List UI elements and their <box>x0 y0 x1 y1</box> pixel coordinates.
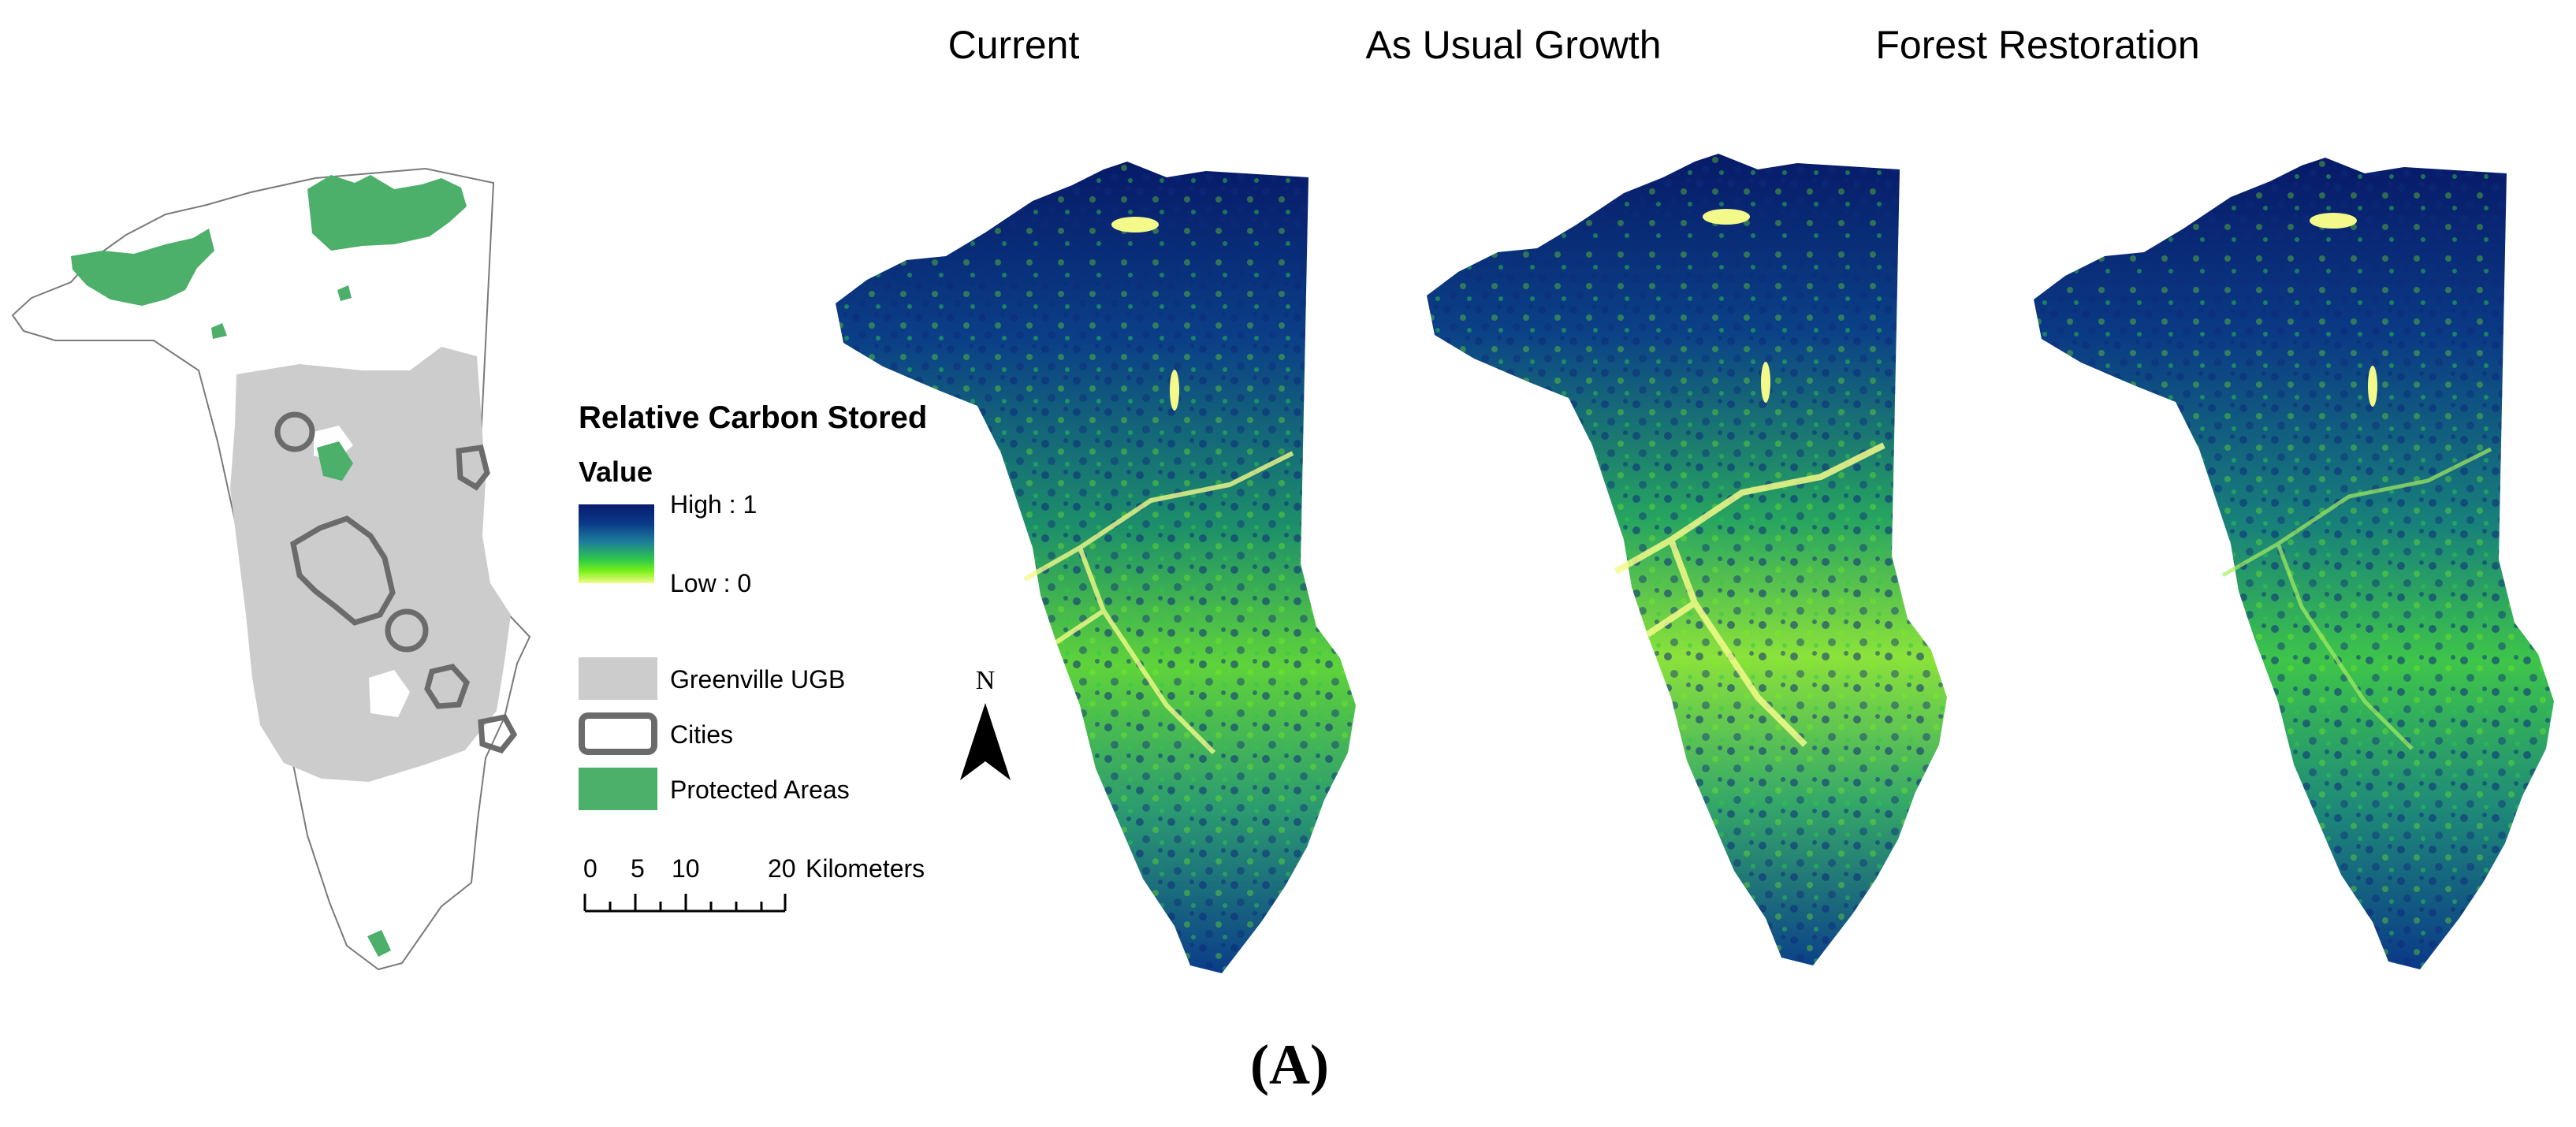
legend-heading: Relative Carbon Stored <box>579 400 928 435</box>
legend-swatch-protected-areas <box>579 768 657 810</box>
city-boundaries <box>274 411 518 754</box>
reference-map <box>11 167 531 971</box>
legend-low-label: Low : 0 <box>670 569 752 597</box>
legend-label-protected-areas: Protected Areas <box>670 776 850 804</box>
figure-caption: (A) <box>1250 1033 1329 1096</box>
value-color-ramp <box>579 504 654 583</box>
legend-label-cities: Cities <box>670 720 734 749</box>
scale-tick-label: 5 <box>631 854 645 883</box>
panel-title-current: Current <box>947 23 1080 67</box>
panel-title-forest-restoration: Forest Restoration <box>1875 23 2200 67</box>
scale-bar <box>583 894 787 913</box>
scale-tick-label: 10 <box>672 854 700 883</box>
legend-swatch-greenville-ugb <box>579 657 657 700</box>
scale-tick-label: 20 <box>768 854 796 883</box>
panel-title-as-usual-growth: As Usual Growth <box>1365 23 1662 67</box>
ugb-hole <box>369 670 410 717</box>
legend-subheading: Value <box>579 456 653 488</box>
scale-unit-label: Kilometers <box>806 854 925 883</box>
carbon-map-as-usual-growth <box>1427 154 1947 965</box>
legend-high-label: High : 1 <box>670 490 758 519</box>
greenville-ugb <box>230 347 511 782</box>
legend-label-greenville-ugb: Greenville UGB <box>670 665 846 694</box>
legend-swatch-cities <box>579 712 657 755</box>
carbon-map-current <box>836 162 1356 973</box>
protected-areas <box>71 175 467 957</box>
carbon-map-forest-restoration <box>2034 158 2554 969</box>
north-arrow: N <box>960 666 1011 780</box>
scale-tick-label: 0 <box>583 854 597 883</box>
north-arrow-label: N <box>976 666 996 695</box>
